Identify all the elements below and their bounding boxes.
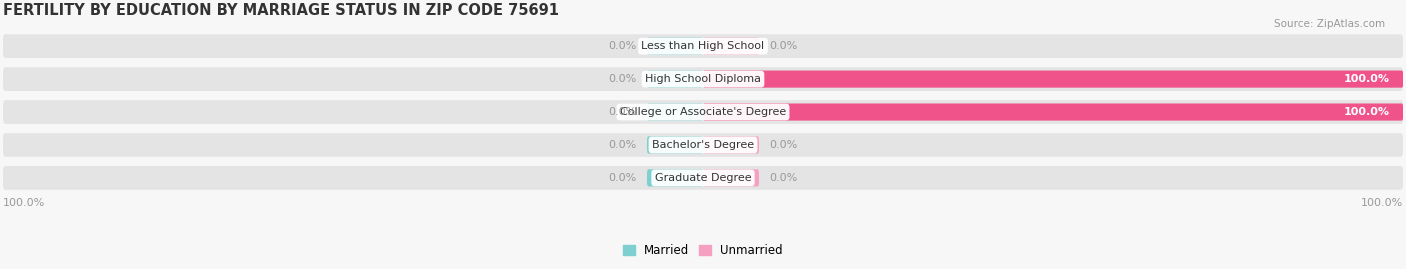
- Text: 0.0%: 0.0%: [609, 74, 637, 84]
- FancyBboxPatch shape: [647, 169, 703, 186]
- Text: 100.0%: 100.0%: [1361, 198, 1403, 208]
- Text: Graduate Degree: Graduate Degree: [655, 173, 751, 183]
- Text: 100.0%: 100.0%: [1343, 74, 1389, 84]
- Text: College or Associate's Degree: College or Associate's Degree: [620, 107, 786, 117]
- Text: 100.0%: 100.0%: [3, 198, 45, 208]
- FancyBboxPatch shape: [647, 70, 703, 88]
- Text: 0.0%: 0.0%: [609, 107, 637, 117]
- FancyBboxPatch shape: [703, 70, 1403, 88]
- Text: Bachelor's Degree: Bachelor's Degree: [652, 140, 754, 150]
- Text: Less than High School: Less than High School: [641, 41, 765, 51]
- FancyBboxPatch shape: [703, 38, 759, 55]
- FancyBboxPatch shape: [647, 136, 703, 154]
- Text: 0.0%: 0.0%: [769, 41, 797, 51]
- FancyBboxPatch shape: [647, 38, 703, 55]
- Text: 0.0%: 0.0%: [609, 140, 637, 150]
- Text: 0.0%: 0.0%: [609, 173, 637, 183]
- Text: 0.0%: 0.0%: [609, 41, 637, 51]
- FancyBboxPatch shape: [703, 169, 759, 186]
- FancyBboxPatch shape: [3, 100, 1403, 124]
- FancyBboxPatch shape: [703, 136, 759, 154]
- FancyBboxPatch shape: [3, 133, 1403, 157]
- Text: 0.0%: 0.0%: [769, 140, 797, 150]
- FancyBboxPatch shape: [647, 104, 703, 121]
- Text: High School Diploma: High School Diploma: [645, 74, 761, 84]
- FancyBboxPatch shape: [703, 104, 1403, 121]
- FancyBboxPatch shape: [3, 166, 1403, 190]
- FancyBboxPatch shape: [3, 34, 1403, 58]
- Text: Source: ZipAtlas.com: Source: ZipAtlas.com: [1274, 19, 1385, 29]
- FancyBboxPatch shape: [3, 67, 1403, 91]
- Legend: Married, Unmarried: Married, Unmarried: [619, 239, 787, 262]
- Text: 0.0%: 0.0%: [769, 173, 797, 183]
- Text: 100.0%: 100.0%: [1343, 107, 1389, 117]
- Text: FERTILITY BY EDUCATION BY MARRIAGE STATUS IN ZIP CODE 75691: FERTILITY BY EDUCATION BY MARRIAGE STATU…: [3, 3, 558, 18]
